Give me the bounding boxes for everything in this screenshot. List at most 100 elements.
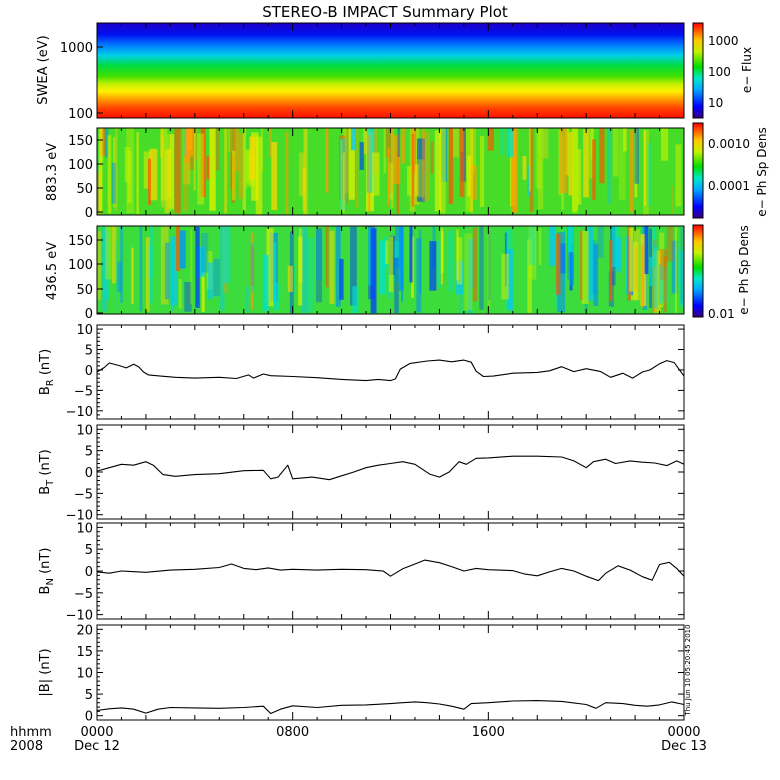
spectrogram-texture-cell xyxy=(329,230,335,304)
spectrogram-texture-cell xyxy=(298,236,303,306)
spectrogram-texture-cell xyxy=(395,226,403,269)
swea-cbar-tick-1000: 1000 xyxy=(708,34,739,48)
spectrogram-texture-cell xyxy=(599,128,605,184)
footer-timestamp: Thu Jun 10 05:20:45 2010 xyxy=(684,624,692,716)
spectrogram-texture-cell xyxy=(160,226,169,305)
spectrogram-texture-cell xyxy=(394,257,399,313)
spectrogram-texture-cell xyxy=(124,147,131,183)
spectrogram-texture-cell xyxy=(452,128,459,158)
line-panel-2: 10 5 0 −5 −10 BN (nT) xyxy=(38,521,685,624)
spectrogram-texture-cell xyxy=(660,249,668,280)
spectrogram-texture-cell xyxy=(592,139,596,200)
pad-436-cbar-tick-0.01: 0.01 xyxy=(708,307,735,321)
spectrogram-texture-cell xyxy=(185,128,190,164)
spectrogram-texture-cell xyxy=(99,128,103,212)
spectrogram-texture-cell xyxy=(291,264,295,295)
spectrogram-texture-cell xyxy=(366,128,375,193)
spectrogram-texture-cell xyxy=(569,253,574,286)
ylabel-unit: (nT) xyxy=(38,548,53,578)
pad-883-panel: 150 100 50 0 883.3 eV 0.0010 0.0001 e− P… xyxy=(45,122,769,221)
pad-883-cbar-tick-0.0001: 0.0001 xyxy=(708,179,750,193)
spectrogram-texture-cell xyxy=(623,128,627,152)
spectrogram-texture-cell xyxy=(421,131,430,202)
spectrogram-texture-cell xyxy=(567,226,574,280)
spectrogram-texture-cell xyxy=(260,128,263,172)
field-trace xyxy=(96,700,685,715)
spectrogram-texture-cell xyxy=(407,166,412,196)
spectrogram-texture-cell xyxy=(372,128,377,175)
spectrogram-texture-cell xyxy=(535,128,542,189)
spectrogram-texture-cell xyxy=(629,227,634,292)
spectrogram-texture-cell xyxy=(439,128,446,214)
line-panel-ylabel: |B| (nT) xyxy=(38,648,53,696)
spectrogram-texture-cell xyxy=(590,128,594,159)
spectrogram-texture-cell xyxy=(246,286,249,313)
spectrogram-texture-cell xyxy=(107,135,112,214)
spectrogram-texture-cell xyxy=(527,239,532,313)
pad-436-colorbar xyxy=(693,225,703,317)
spectrogram-texture-cell xyxy=(160,128,164,158)
spectrogram-texture-cell xyxy=(559,128,568,194)
spectrogram-texture-cell xyxy=(609,239,613,302)
spectrogram-texture-cell xyxy=(343,128,349,194)
spectrogram-texture-cell xyxy=(568,132,573,196)
ytick-label: 0 xyxy=(85,364,93,379)
ylabel-unit: (nT) xyxy=(38,449,53,479)
spectrogram-texture-cell xyxy=(385,240,389,264)
spectrogram-texture-cell xyxy=(469,128,473,213)
spectrogram-texture-cell xyxy=(615,239,621,273)
ytick-label: 10 xyxy=(76,521,93,536)
spectrogram-texture-cell xyxy=(487,128,494,151)
spectrogram-texture-cell xyxy=(371,152,380,196)
spectrogram-texture-cell xyxy=(417,138,425,202)
chart-title: STEREO-B IMPACT Summary Plot xyxy=(262,3,508,21)
spectrogram-texture-cell xyxy=(448,230,453,292)
spectrogram-texture-cell xyxy=(97,231,102,300)
spectrogram-texture-cell xyxy=(649,256,653,287)
spectrogram-texture-cell xyxy=(554,284,558,309)
pad-883-ytick-0: 0 xyxy=(85,206,93,221)
spectrogram-texture-cell xyxy=(467,155,472,197)
ytick-label: −10 xyxy=(66,405,93,420)
ytick-label: 20 xyxy=(76,623,93,638)
x-axis-row1-label: hhmm xyxy=(10,725,52,740)
spectrogram-texture-cell xyxy=(537,128,544,210)
spectrogram-texture-cell xyxy=(581,230,589,304)
ytick-label: −10 xyxy=(66,609,93,624)
pad-883-ytick-50: 50 xyxy=(76,182,93,197)
xtick-time-label: 0000 xyxy=(667,725,700,740)
spectrogram-texture-cell xyxy=(149,148,158,201)
spectrogram-texture-cell xyxy=(671,240,678,294)
spectrogram-texture-cell xyxy=(677,246,680,285)
spectrogram-texture-cell xyxy=(654,245,658,309)
spectrogram-texture-cell xyxy=(198,246,205,277)
ylabel-main: |B| xyxy=(38,679,53,697)
swea-ytick-1000: 1000 xyxy=(60,41,93,56)
spectrogram-texture-cell xyxy=(208,262,213,300)
xtick-date-label: Dec 13 xyxy=(661,739,707,754)
spectrogram-texture-cell xyxy=(316,230,323,281)
spectrogram-texture-cell xyxy=(417,159,425,198)
spectrogram-texture-cell xyxy=(183,154,189,212)
spectrogram-texture-cell xyxy=(194,128,198,161)
spectrogram-texture-cell xyxy=(568,226,573,253)
spectrogram-texture-cell xyxy=(671,185,674,214)
line-panel-frame xyxy=(96,624,685,721)
spectrogram-texture-cell xyxy=(384,128,391,158)
spectrogram-texture-cell xyxy=(618,128,626,200)
ytick-label: 5 xyxy=(85,344,93,359)
ylabel-main: B xyxy=(38,586,53,595)
spectrogram-texture-cell xyxy=(659,232,665,308)
spectrogram-texture-cell xyxy=(658,263,662,305)
ytick-label: 0 xyxy=(85,466,93,481)
spectrogram-texture-cell xyxy=(273,241,277,306)
spectrogram-texture-cell xyxy=(160,135,165,208)
spectrogram-texture-cell xyxy=(470,237,475,289)
line-panel-3: 20 15 10 5 0 |B| (nT) xyxy=(38,623,685,725)
ytick-label: −5 xyxy=(74,384,93,399)
spectrogram-texture-cell xyxy=(456,229,459,281)
spectrogram-texture-cell xyxy=(527,165,531,197)
spectrogram-texture-cell xyxy=(393,134,401,184)
spectrogram-texture-cell xyxy=(607,128,611,204)
spectrogram-texture-cell xyxy=(430,141,434,175)
